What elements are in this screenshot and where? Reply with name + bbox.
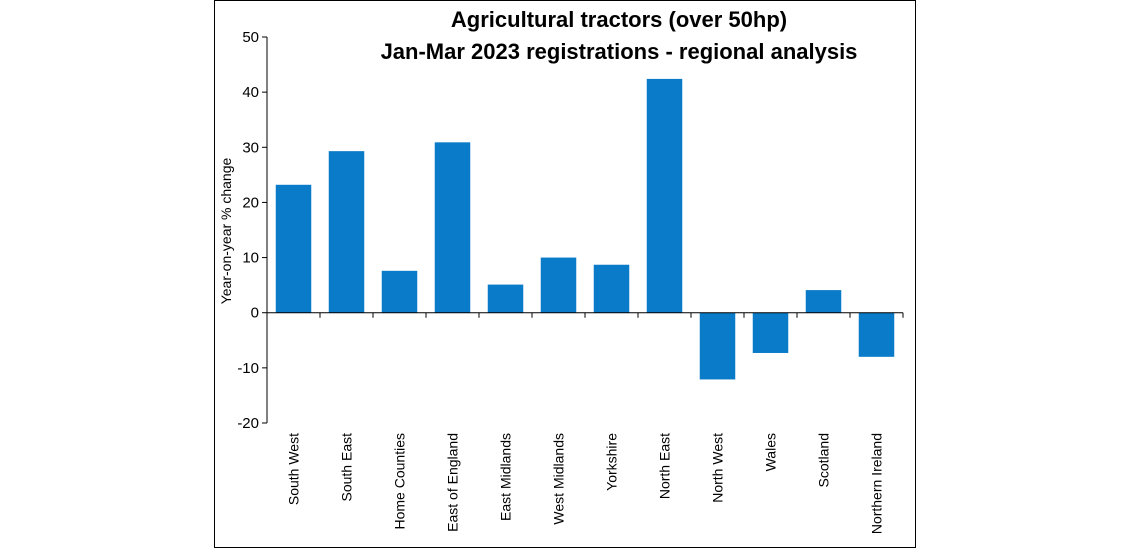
category-labels: South West South East Home Counties East of…	[286, 433, 885, 534]
bar-chart: Agricultural tractors (over 50hp) Jan-Ma…	[218, 7, 904, 534]
bar-yorkshire	[593, 264, 630, 313]
bar-east-midlands	[487, 284, 524, 313]
category-label: North East	[657, 433, 673, 499]
axes	[266, 37, 904, 423]
y-tick-label: 20	[242, 194, 259, 211]
y-tick-label: 50	[242, 29, 259, 46]
category-label: Northern Ireland	[869, 433, 885, 534]
category-label: South West	[286, 433, 302, 505]
chart-title-line-1: Agricultural tractors (over 50hp)	[451, 7, 787, 32]
y-tick-label: 10	[242, 250, 259, 267]
chart-frame: Agricultural tractors (over 50hp) Jan-Ma…	[214, 0, 916, 548]
bar-northern-ireland	[858, 312, 895, 357]
y-axis-title: Year-on-year % change	[218, 157, 234, 304]
category-label: East Midlands	[498, 433, 514, 521]
bar-north-east	[646, 78, 683, 313]
y-tick-label: 0	[251, 305, 259, 322]
bars	[275, 78, 895, 380]
bar-wales	[752, 312, 789, 353]
bar-home-counties	[381, 270, 418, 313]
category-label: Scotland	[816, 433, 832, 487]
bar-south-east	[328, 151, 365, 313]
category-label: North West	[710, 433, 726, 503]
category-label: Home Counties	[392, 433, 408, 530]
category-label: South East	[339, 433, 355, 502]
y-tick-label: -10	[237, 360, 259, 377]
y-axis-ticks: -20 -10 0 10 20 30 40 50	[237, 29, 267, 432]
y-tick-label: 30	[242, 139, 259, 156]
bar-east-of-england	[434, 142, 471, 313]
bar-south-west	[275, 184, 312, 313]
bar-west-midlands	[540, 257, 577, 313]
bar-scotland	[805, 290, 842, 313]
category-label: West Midlands	[551, 433, 567, 525]
bar-north-west	[699, 312, 736, 380]
y-tick-label: -20	[237, 415, 259, 432]
category-label: Yorkshire	[604, 433, 620, 491]
chart-title-line-2: Jan-Mar 2023 registrations - regional an…	[381, 39, 858, 64]
category-label: East of England	[445, 433, 461, 532]
y-tick-label: 40	[242, 84, 259, 101]
category-label: Wales	[763, 433, 779, 471]
